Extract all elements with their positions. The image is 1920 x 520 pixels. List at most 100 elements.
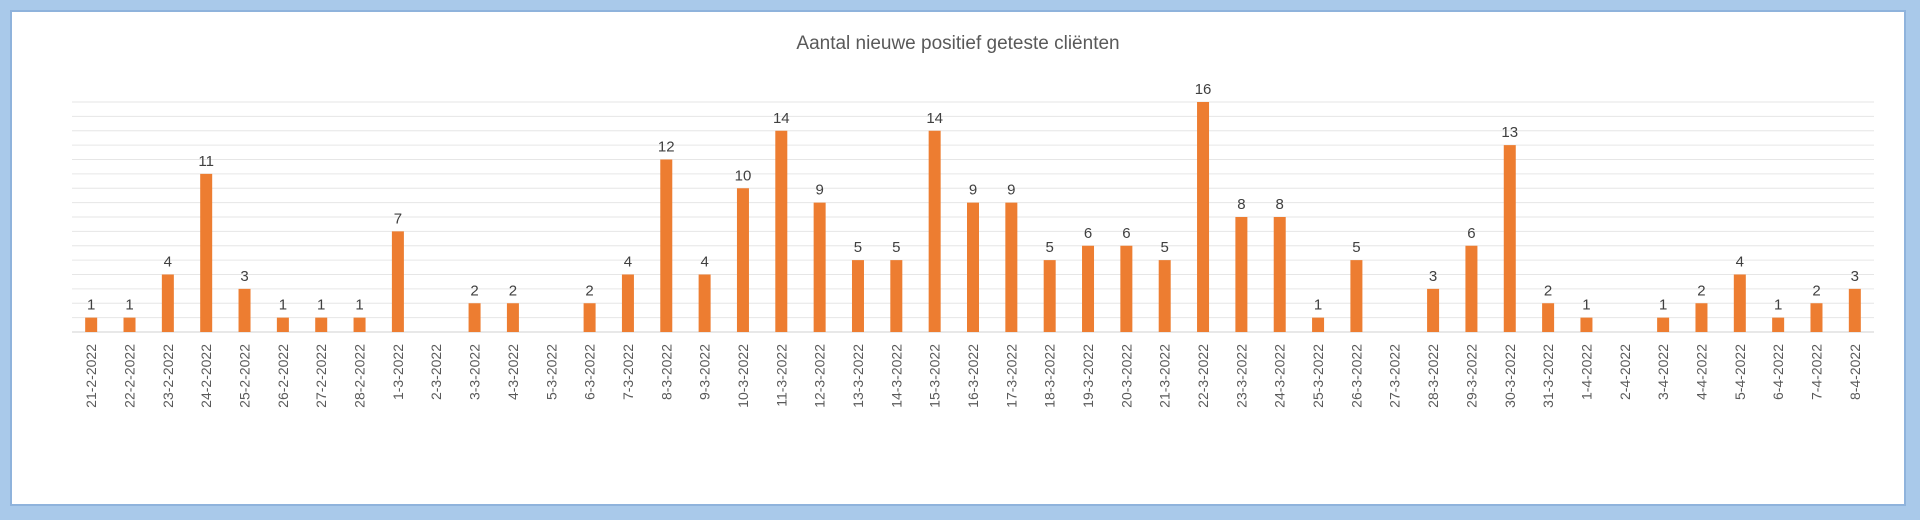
x-tick-label: 18-3-2022 xyxy=(1042,344,1058,408)
data-label: 1 xyxy=(1774,297,1782,314)
x-tick-label: 24-3-2022 xyxy=(1272,344,1288,408)
x-tick-label: 5-4-2022 xyxy=(1732,344,1748,400)
x-tick-label: 7-4-2022 xyxy=(1808,344,1824,400)
x-tick-label: 26-2-2022 xyxy=(275,344,291,408)
x-tick-label: 5-3-2022 xyxy=(543,344,559,400)
x-tick-label: 27-2-2022 xyxy=(313,344,329,408)
data-label: 5 xyxy=(1352,239,1360,256)
bar xyxy=(506,303,519,332)
data-label: 3 xyxy=(1851,268,1859,285)
x-tick-label: 6-4-2022 xyxy=(1770,344,1786,400)
data-label: 4 xyxy=(1736,254,1744,271)
data-label: 7 xyxy=(394,210,402,227)
data-label: 12 xyxy=(658,139,675,156)
bar xyxy=(1465,245,1478,332)
bar xyxy=(315,317,328,332)
chart-frame: Aantal nieuwe positief geteste cliënten … xyxy=(10,10,1906,506)
x-tick-label: 19-3-2022 xyxy=(1080,344,1096,408)
data-label: 10 xyxy=(735,167,752,184)
bar xyxy=(161,274,174,332)
data-label: 2 xyxy=(1544,282,1552,299)
bar xyxy=(1235,217,1248,332)
x-tick-label: 4-4-2022 xyxy=(1693,344,1709,400)
bar xyxy=(1733,274,1746,332)
data-label: 14 xyxy=(926,110,943,127)
bar xyxy=(1350,260,1363,332)
x-tick-label: 23-2-2022 xyxy=(160,344,176,408)
x-tick-label: 21-2-2022 xyxy=(83,344,99,408)
data-label: 8 xyxy=(1276,196,1284,213)
x-tick-label: 16-3-2022 xyxy=(965,344,981,408)
bar xyxy=(1772,317,1785,332)
bar xyxy=(1427,288,1440,332)
x-tick-label: 8-3-2022 xyxy=(658,344,674,400)
x-tick-label: 25-2-2022 xyxy=(237,344,253,408)
x-tick-label: 6-3-2022 xyxy=(582,344,598,400)
bar xyxy=(468,303,481,332)
bar xyxy=(391,231,404,332)
bar xyxy=(1312,317,1325,332)
x-tick-label: 9-3-2022 xyxy=(697,344,713,400)
bar xyxy=(1197,102,1210,332)
data-label: 6 xyxy=(1084,225,1092,242)
data-label: 14 xyxy=(773,110,790,127)
x-tick-label: 7-3-2022 xyxy=(620,344,636,400)
x-tick-label: 27-3-2022 xyxy=(1387,344,1403,408)
bar xyxy=(1542,303,1555,332)
bar xyxy=(775,130,788,332)
bar xyxy=(1005,202,1018,332)
data-label: 1 xyxy=(87,297,95,314)
x-tick-label: 22-3-2022 xyxy=(1195,344,1211,408)
x-tick-label: 1-3-2022 xyxy=(390,344,406,400)
x-tick-label: 2-3-2022 xyxy=(428,344,444,400)
data-label: 5 xyxy=(1161,239,1169,256)
x-tick-label: 11-3-2022 xyxy=(773,344,789,407)
data-label: 9 xyxy=(1007,182,1015,199)
x-tick-label: 13-3-2022 xyxy=(850,344,866,408)
x-tick-label: 4-3-2022 xyxy=(505,344,521,400)
data-label: 2 xyxy=(470,282,478,299)
bar xyxy=(1580,317,1593,332)
x-tick-label: 30-3-2022 xyxy=(1502,344,1518,408)
bar xyxy=(698,274,711,332)
data-label: 4 xyxy=(624,254,632,271)
data-label: 3 xyxy=(240,268,248,285)
data-label: 6 xyxy=(1122,225,1130,242)
x-tick-label: 8-4-2022 xyxy=(1847,344,1863,400)
bar xyxy=(813,202,826,332)
x-tick-label: 3-3-2022 xyxy=(467,344,483,400)
data-label: 5 xyxy=(1046,239,1054,256)
data-label: 4 xyxy=(700,254,708,271)
bar xyxy=(1158,260,1171,332)
x-tick-label: 31-3-2022 xyxy=(1540,344,1556,408)
x-tick-label: 2-4-2022 xyxy=(1617,344,1633,400)
data-label: 1 xyxy=(279,297,287,314)
bar xyxy=(928,130,941,332)
chart-title: Aantal nieuwe positief geteste cliënten xyxy=(796,33,1119,54)
data-label: 3 xyxy=(1429,268,1437,285)
x-tick-label: 17-3-2022 xyxy=(1003,344,1019,408)
data-label: 6 xyxy=(1467,225,1475,242)
data-label: 16 xyxy=(1195,81,1212,98)
x-tick-label: 12-3-2022 xyxy=(812,344,828,408)
bar xyxy=(1657,317,1670,332)
x-tick-label: 21-3-2022 xyxy=(1157,344,1173,408)
data-label: 1 xyxy=(1582,297,1590,314)
bar xyxy=(851,260,864,332)
x-tick-label: 22-2-2022 xyxy=(122,344,138,408)
bar xyxy=(967,202,979,332)
x-tick-label: 28-3-2022 xyxy=(1425,344,1441,408)
data-label: 2 xyxy=(1697,282,1705,299)
data-label: 1 xyxy=(125,297,133,314)
x-tick-label: 3-4-2022 xyxy=(1655,344,1671,400)
data-label: 1 xyxy=(355,297,363,314)
bar xyxy=(353,317,366,332)
data-label: 9 xyxy=(969,182,977,199)
data-label: 1 xyxy=(1659,297,1667,314)
data-label: 2 xyxy=(509,282,517,299)
bar xyxy=(238,288,251,332)
data-label: 8 xyxy=(1237,196,1245,213)
bar xyxy=(200,173,213,332)
bar xyxy=(1503,145,1516,332)
x-tick-label: 28-2-2022 xyxy=(352,344,368,408)
